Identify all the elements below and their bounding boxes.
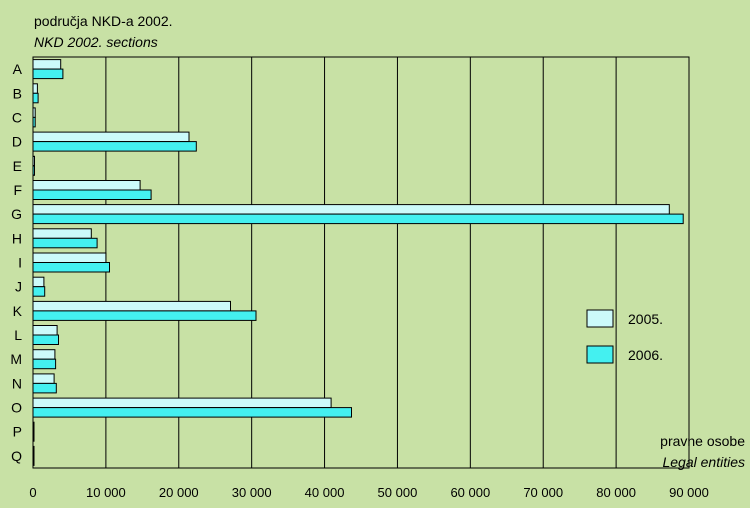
legend-label-2006: 2006. (628, 347, 663, 363)
x-tick-label: 30 000 (232, 485, 272, 500)
bar-A-2006 (32, 68, 64, 80)
category-label-D: D (12, 134, 22, 150)
bar-J-2006 (32, 286, 46, 297)
chart-title: područja NKD-a 2002. (34, 13, 173, 29)
bar-L-2005 (32, 325, 58, 336)
category-label-P: P (13, 424, 22, 440)
x-tick-label: 90 000 (669, 485, 709, 500)
category-label-Q: Q (11, 448, 22, 464)
bar-M-2006 (32, 358, 57, 370)
bar-P-2006 (32, 431, 35, 442)
bars (32, 59, 684, 466)
bar-F-2005 (32, 180, 141, 191)
bar-B-2005 (32, 83, 38, 94)
chart-subtitle: NKD 2002. sections (34, 34, 158, 50)
legend-swatch-2006 (586, 345, 614, 364)
bar-Q-2005 (32, 445, 35, 457)
category-label-H: H (12, 230, 22, 246)
bar-G-2005 (32, 204, 670, 215)
bar-Q-2006 (32, 455, 35, 466)
x-tick-label: 40 000 (305, 485, 345, 500)
bar-I-2006 (32, 262, 110, 273)
bar-H-2006 (32, 237, 98, 249)
bar-E-2006 (32, 165, 35, 176)
bar-C-2006 (32, 116, 36, 128)
category-label-G: G (11, 206, 22, 222)
legend-swatch-2005 (586, 309, 614, 328)
bar-A-2005 (32, 59, 62, 70)
x-tick-label: 80 000 (596, 485, 636, 500)
bar-L-2006 (32, 334, 59, 345)
category-label-O: O (11, 400, 22, 416)
x-tick-label: 70 000 (523, 485, 563, 500)
x-tick-label: 60 000 (450, 485, 490, 500)
bar-J-2005 (32, 276, 45, 288)
bar-O-2005 (32, 397, 332, 409)
category-label-K: K (13, 303, 23, 319)
bar-K-2005 (32, 300, 231, 312)
bar-D-2005 (32, 131, 190, 143)
category-label-B: B (13, 85, 22, 101)
bar-B-2006 (32, 92, 39, 104)
category-label-E: E (13, 158, 22, 174)
bar-N-2006 (32, 382, 57, 394)
bar-P-2005 (32, 421, 35, 433)
bar-D-2006 (32, 141, 197, 152)
bar-N-2005 (32, 373, 55, 384)
category-label-F: F (13, 182, 22, 198)
x-tick-labels: 0 10 000 20 000 30 000 40 000 50 000 60 000 70 … (29, 485, 709, 500)
bar-F-2006 (32, 189, 152, 200)
bar-K-2006 (32, 310, 257, 321)
x-axis-label-english: Legal entities (662, 454, 745, 470)
bar-E-2005 (32, 155, 35, 167)
legend: 2005. 2006. (586, 309, 663, 364)
category-label-J: J (15, 279, 22, 295)
category-label-A: A (13, 61, 23, 77)
category-label-M: M (10, 351, 22, 367)
category-label-L: L (14, 327, 22, 343)
x-tick-label: 10 000 (86, 485, 126, 500)
bar-I-2005 (32, 252, 107, 263)
x-axis-label: pravne osobe (660, 433, 745, 449)
category-label-N: N (12, 375, 22, 391)
bar-H-2005 (32, 228, 92, 239)
bar-M-2005 (32, 349, 56, 360)
x-tick-label: 20 000 (159, 485, 199, 500)
category-label-I: I (18, 255, 22, 271)
x-tick-label: 50 000 (378, 485, 418, 500)
legend-label-2005: 2005. (628, 311, 663, 327)
bar-C-2005 (32, 107, 36, 118)
x-tick-label: 0 (29, 485, 36, 500)
bar-O-2006 (32, 407, 352, 418)
category-label-C: C (12, 109, 22, 125)
bar-G-2006 (32, 213, 684, 225)
